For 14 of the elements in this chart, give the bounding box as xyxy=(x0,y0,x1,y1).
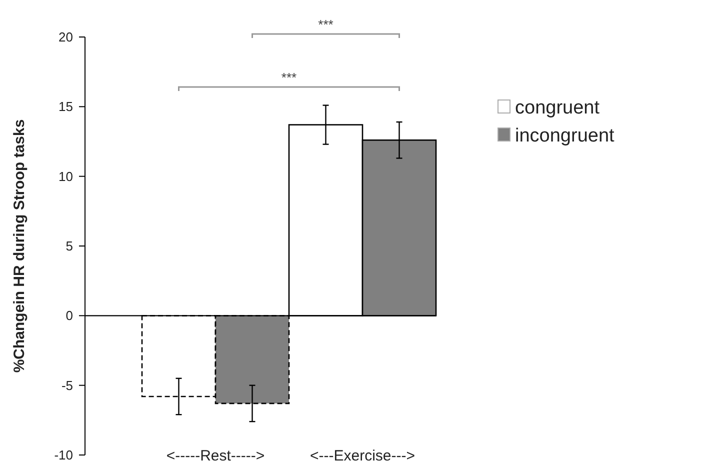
y-tick-label: 10 xyxy=(58,168,73,184)
y-axis-title: %Changein HR during Stroop tasks xyxy=(11,119,28,373)
legend-label: incongruent xyxy=(515,126,616,147)
x-tick-label: <-----Rest-----> xyxy=(166,447,265,464)
x-tick-label: <---Exercise---> xyxy=(310,447,416,464)
y-tick-label: -10 xyxy=(54,448,73,463)
y-tick-label: 0 xyxy=(66,308,73,324)
y-tick-label: 20 xyxy=(58,30,73,45)
text: *** xyxy=(318,17,334,32)
annotation: *** xyxy=(281,70,297,86)
y-tick-label: 5 xyxy=(66,238,73,254)
text: congruent xyxy=(515,98,600,119)
y-tick-label: 15 xyxy=(58,99,73,114)
y-tick-label: -5 xyxy=(61,378,73,393)
